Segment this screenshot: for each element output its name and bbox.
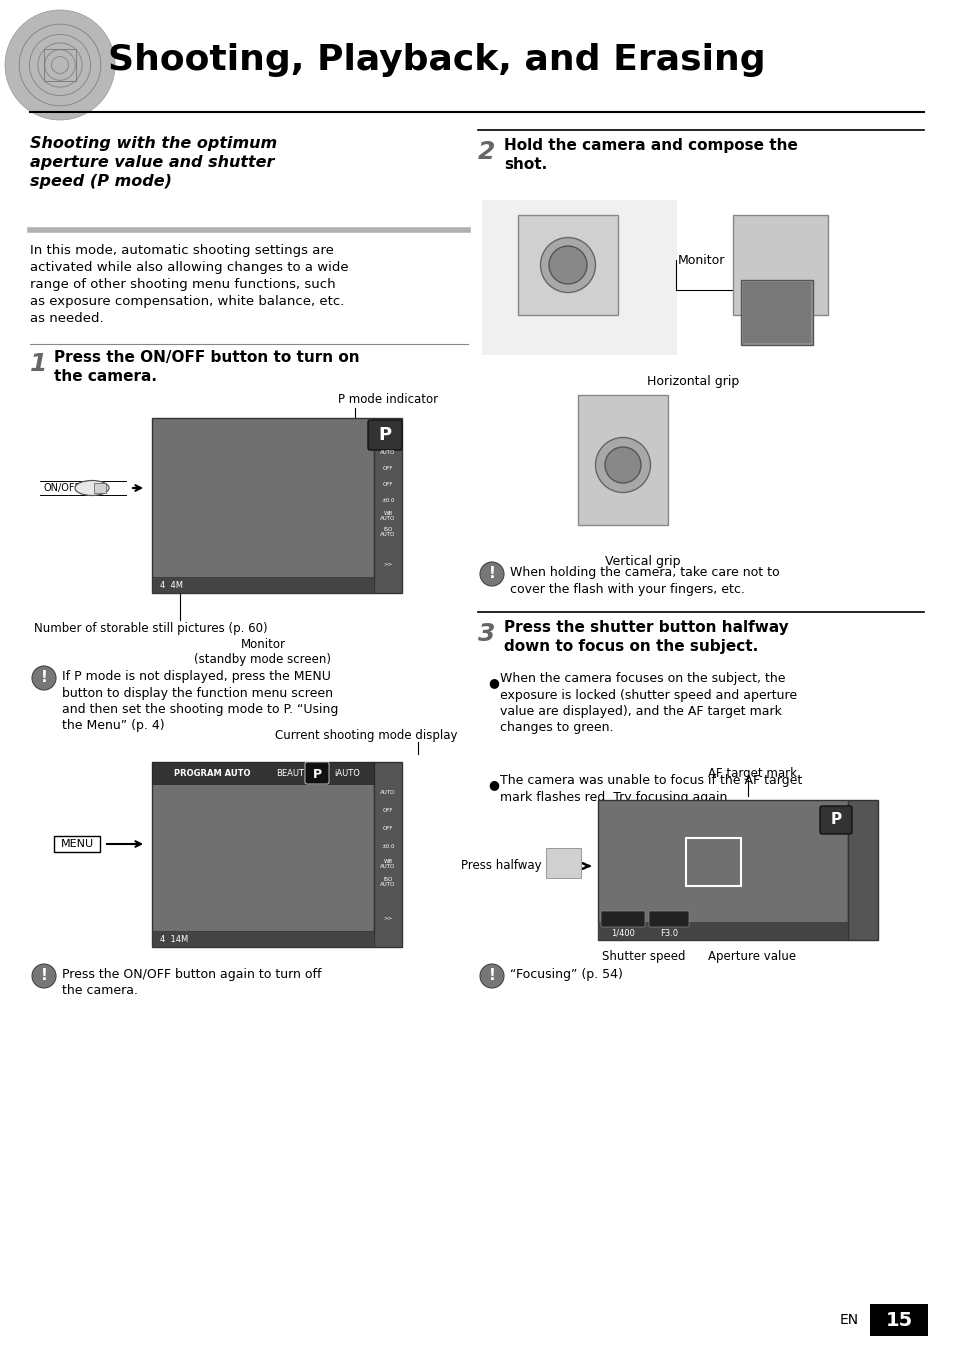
Text: ●: ● [488, 778, 498, 791]
Text: P: P [378, 426, 391, 444]
Bar [152, 418, 374, 593]
Text: ISO
AUTO: ISO AUTO [380, 527, 395, 537]
Bar [152, 763, 374, 784]
Text: 1/400: 1/400 [611, 928, 635, 938]
Text: MENU: MENU [60, 839, 93, 849]
FancyBboxPatch shape [368, 421, 401, 451]
Bar [685, 839, 740, 886]
FancyBboxPatch shape [305, 763, 329, 784]
Text: WB
AUTO: WB AUTO [380, 510, 395, 521]
Text: iAUTO: iAUTO [334, 768, 359, 778]
Text: !: ! [488, 566, 495, 582]
Text: BEAUT: BEAUT [275, 768, 304, 778]
Text: “Focusing” (p. 54): “Focusing” (p. 54) [510, 968, 622, 981]
Text: !: ! [488, 969, 495, 984]
Text: OFF: OFF [382, 825, 393, 830]
Text: ±0.0: ±0.0 [381, 498, 395, 502]
Bar [598, 921, 847, 940]
Text: The camera was unable to focus if the AF target
mark flashes red. Try focusing a: The camera was unable to focus if the AF… [499, 773, 801, 803]
Text: AUTO: AUTO [380, 449, 395, 455]
Ellipse shape [548, 246, 586, 284]
Text: When the camera focuses on the subject, the
exposure is locked (shutter speed an: When the camera focuses on the subject, … [499, 672, 797, 734]
Bar [740, 280, 812, 345]
Bar [152, 931, 374, 947]
Circle shape [32, 963, 56, 988]
Text: Aperture value: Aperture value [707, 950, 796, 963]
Text: ISO
AUTO: ISO AUTO [380, 877, 395, 887]
Text: 1: 1 [30, 351, 48, 376]
Bar [598, 801, 847, 940]
Text: 3: 3 [477, 622, 495, 646]
FancyBboxPatch shape [820, 806, 851, 835]
Bar [869, 1304, 927, 1337]
FancyBboxPatch shape [648, 911, 688, 927]
Ellipse shape [595, 437, 650, 493]
Text: Press halfway: Press halfway [461, 859, 541, 873]
Text: Hold the camera and compose the
shot.: Hold the camera and compose the shot. [503, 138, 797, 171]
Bar [578, 395, 667, 525]
Bar [152, 577, 374, 593]
Bar [152, 763, 374, 947]
Text: ON/OFF: ON/OFF [44, 483, 81, 493]
Text: 4  14M: 4 14M [160, 935, 188, 943]
Ellipse shape [75, 480, 109, 495]
Bar [44, 49, 76, 81]
Bar [742, 282, 810, 343]
Text: In this mode, automatic shooting settings are
activated while also allowing chan: In this mode, automatic shooting setting… [30, 244, 348, 324]
Bar [517, 214, 618, 315]
Text: EN: EN [840, 1314, 859, 1327]
Text: 2: 2 [477, 140, 495, 164]
Text: !: ! [41, 670, 48, 685]
Text: OFF: OFF [382, 465, 393, 471]
Text: Number of storable still pictures (p. 60): Number of storable still pictures (p. 60… [34, 622, 268, 635]
Circle shape [479, 562, 503, 586]
Text: P mode indicator: P mode indicator [337, 394, 437, 406]
Bar [732, 214, 827, 315]
Circle shape [32, 666, 56, 689]
Text: >>: >> [383, 916, 393, 920]
Text: ●: ● [488, 676, 498, 689]
Ellipse shape [540, 237, 595, 293]
Text: ±0.0: ±0.0 [381, 844, 395, 848]
Text: Press the ON/OFF button to turn on
the camera.: Press the ON/OFF button to turn on the c… [54, 350, 359, 384]
Text: AUTO: AUTO [380, 790, 395, 794]
Bar [545, 848, 580, 878]
Text: AF target mark: AF target mark [707, 767, 796, 780]
Bar [94, 483, 106, 493]
Text: WB
AUTO: WB AUTO [380, 859, 395, 870]
Bar [54, 836, 100, 852]
Text: Monitor
(standby mode screen): Monitor (standby mode screen) [194, 638, 331, 666]
Bar [847, 801, 877, 940]
Bar [374, 418, 401, 593]
Text: Current shooting mode display: Current shooting mode display [275, 729, 457, 742]
Text: Press the ON/OFF button again to turn off
the camera.: Press the ON/OFF button again to turn of… [62, 968, 321, 997]
Text: Vertical grip: Vertical grip [604, 555, 680, 569]
Text: When holding the camera, take care not to
cover the flash with your fingers, etc: When holding the camera, take care not t… [510, 566, 779, 596]
Text: 4  4M: 4 4M [160, 581, 183, 589]
Text: PROGRAM AUTO: PROGRAM AUTO [173, 768, 250, 778]
Text: 15: 15 [884, 1311, 912, 1330]
Text: Shutter speed: Shutter speed [601, 950, 685, 963]
Ellipse shape [604, 446, 640, 483]
Text: P: P [829, 813, 841, 828]
Text: If P mode is not displayed, press the MENU
button to display the function menu s: If P mode is not displayed, press the ME… [62, 670, 338, 733]
Text: Monitor: Monitor [678, 254, 724, 266]
Bar [481, 199, 677, 356]
Text: OFF: OFF [382, 482, 393, 487]
Text: Press the shutter button halfway
down to focus on the subject.: Press the shutter button halfway down to… [503, 620, 788, 654]
Text: OFF: OFF [382, 807, 393, 813]
Circle shape [479, 963, 503, 988]
Text: P: P [313, 768, 321, 780]
FancyBboxPatch shape [600, 911, 644, 927]
Text: Shooting with the optimum
aperture value and shutter
speed (P mode): Shooting with the optimum aperture value… [30, 136, 276, 190]
Ellipse shape [5, 9, 115, 119]
Text: Horizontal grip: Horizontal grip [646, 375, 739, 388]
Bar [374, 763, 401, 947]
Text: F3.0: F3.0 [659, 928, 678, 938]
Text: >>: >> [383, 562, 393, 566]
Text: !: ! [41, 969, 48, 984]
Text: Shooting, Playback, and Erasing: Shooting, Playback, and Erasing [108, 43, 765, 77]
